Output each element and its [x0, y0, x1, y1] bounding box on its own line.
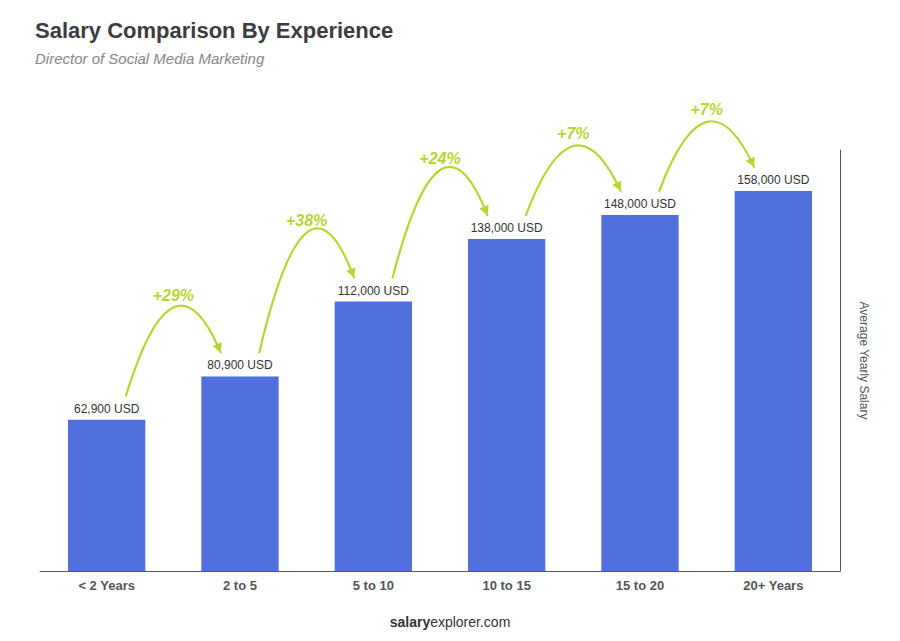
svg-text:2 to 5: 2 to 5: [223, 578, 257, 593]
svg-text:+29%: +29%: [153, 287, 194, 304]
svg-text:+24%: +24%: [419, 150, 460, 167]
svg-text:158,000 USD: 158,000 USD: [737, 173, 809, 187]
svg-text:62,900 USD: 62,900 USD: [74, 402, 140, 416]
svg-text:Salary Comparison By Experienc: Salary Comparison By Experience: [35, 18, 393, 43]
svg-text:Director of Social Media Marke: Director of Social Media Marketing: [35, 50, 265, 67]
svg-text:+7%: +7%: [557, 125, 589, 142]
svg-text:10 to 15: 10 to 15: [482, 578, 530, 593]
svg-text:112,000 USD: 112,000 USD: [338, 284, 409, 298]
svg-text:138,000 USD: 138,000 USD: [471, 221, 543, 235]
svg-text:5 to 10: 5 to 10: [353, 578, 394, 593]
svg-text:80,900 USD: 80,900 USD: [207, 358, 273, 372]
svg-text:+7%: +7%: [690, 101, 722, 118]
svg-text:20+ Years: 20+ Years: [743, 578, 803, 593]
svg-text:+38%: +38%: [286, 212, 327, 229]
svg-text:148,000 USD: 148,000 USD: [604, 197, 676, 211]
svg-text:explorer.com: explorer.com: [430, 614, 510, 630]
svg-text:Average Yearly Salary: Average Yearly Salary: [857, 302, 871, 420]
svg-text:< 2 Years: < 2 Years: [78, 578, 135, 593]
svg-text:salary: salary: [390, 614, 431, 630]
svg-text:15 to 20: 15 to 20: [616, 578, 664, 593]
